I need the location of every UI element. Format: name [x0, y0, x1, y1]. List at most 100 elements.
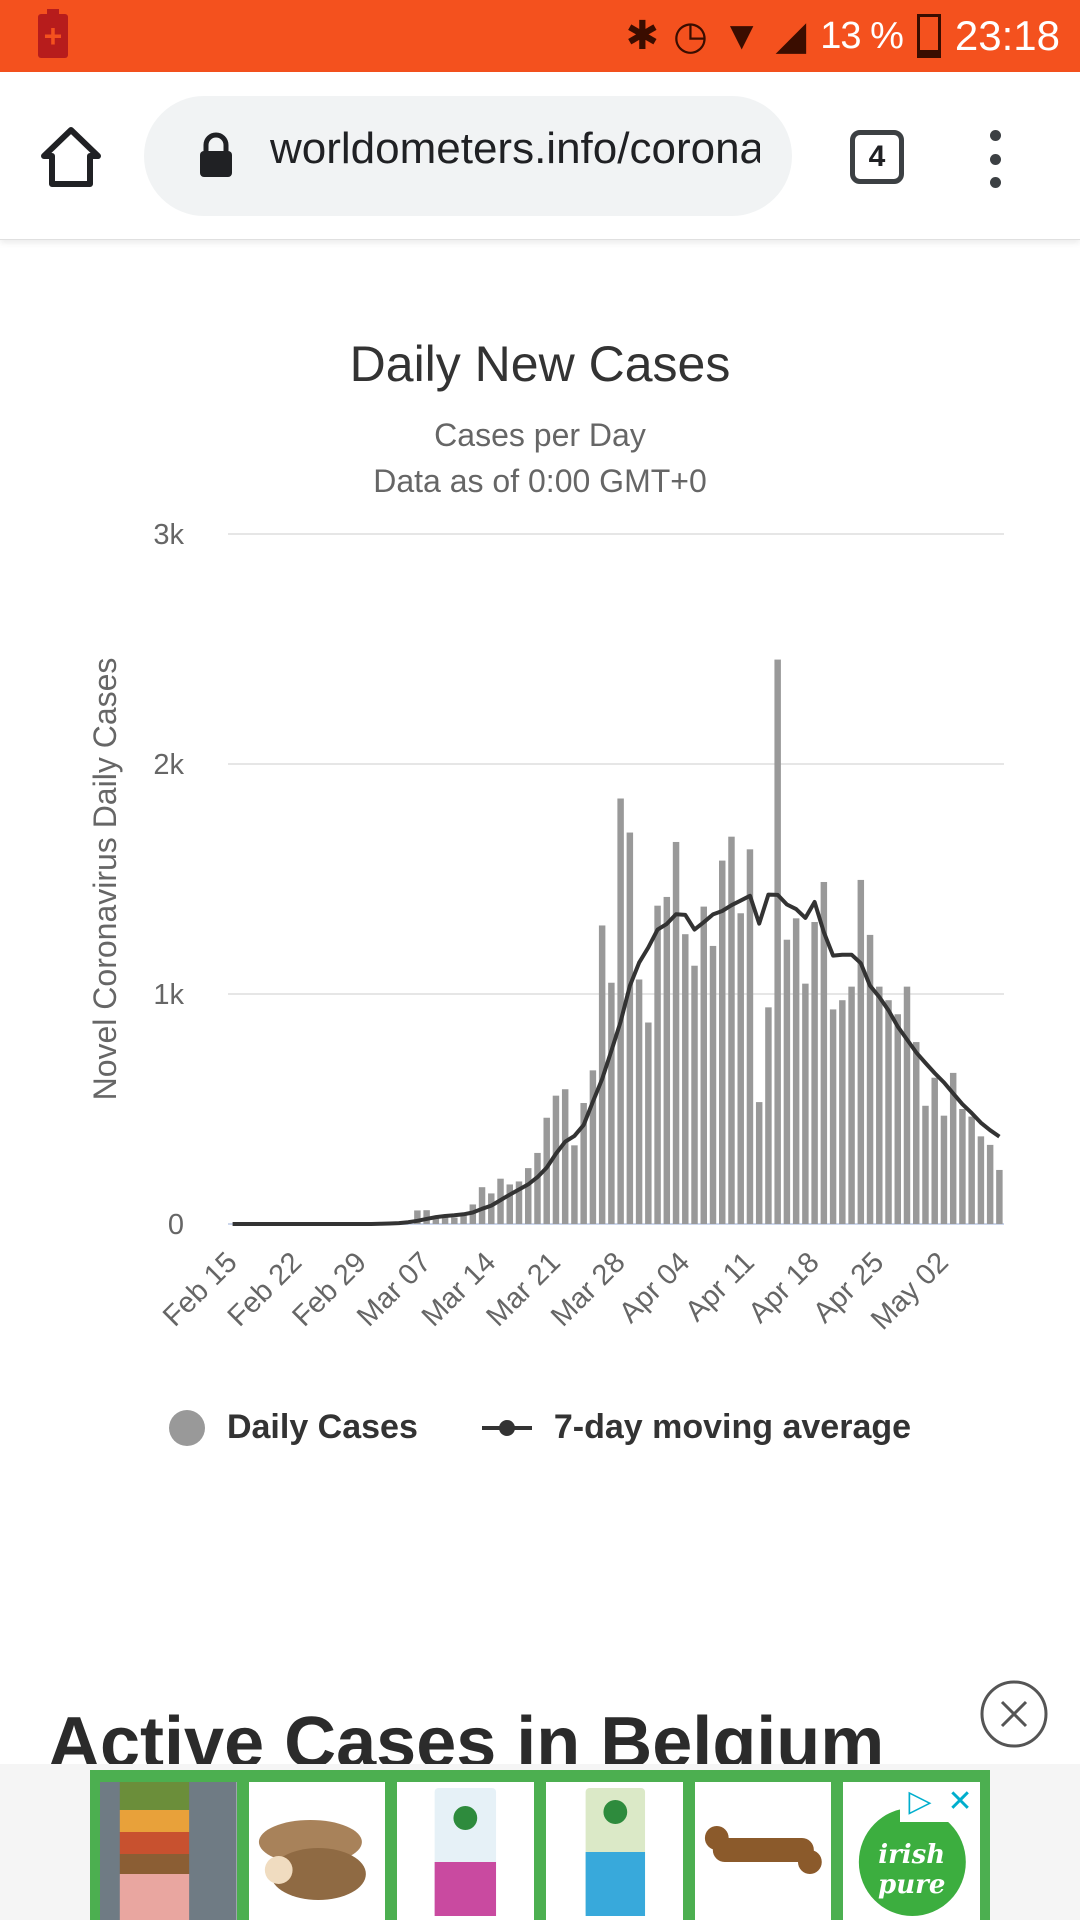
browser-toolbar: worldometers.info/coronavirus/country/be… — [0, 72, 1080, 240]
tabs-icon[interactable]: 4 — [850, 130, 904, 184]
bar-daily-cases[interactable] — [571, 1145, 578, 1224]
bar-daily-cases[interactable] — [876, 986, 883, 1224]
battery-saver-icon: + — [38, 9, 68, 58]
bar-daily-cases[interactable] — [811, 922, 818, 1224]
bar-daily-cases[interactable] — [857, 879, 865, 1224]
status-icons: ✱ ◷ ▼ ◢ 13 % 23:18 — [625, 0, 1080, 72]
legend-moving-average[interactable]: 7-day moving average — [481, 1408, 911, 1447]
bar-daily-cases[interactable] — [617, 798, 624, 1225]
bluetooth-icon: ✱ — [625, 14, 659, 58]
bar-daily-cases[interactable] — [885, 1000, 892, 1224]
bar-daily-cases[interactable] — [839, 1000, 846, 1224]
ad-tile-brand[interactable]: irish pure ▷ ✕ — [843, 1782, 981, 1920]
more-vert-icon[interactable] — [980, 130, 1010, 188]
bar-daily-cases[interactable] — [552, 1095, 560, 1224]
chart-subtitle: Cases per Day Data as of 0:00 GMT+0 — [0, 412, 1080, 504]
bar-daily-cases[interactable] — [913, 1042, 920, 1224]
bar-daily-cases[interactable] — [626, 832, 634, 1224]
bar-daily-cases[interactable] — [525, 1168, 532, 1224]
bar-daily-cases[interactable] — [922, 1105, 929, 1224]
ad-tile-food[interactable] — [100, 1782, 237, 1920]
bar-daily-cases[interactable] — [820, 881, 828, 1224]
bar-daily-cases[interactable] — [608, 982, 615, 1224]
lock-icon — [198, 132, 234, 178]
chart-subtitle-line: Cases per Day — [434, 417, 646, 453]
x-tick-label: Apr 18 — [743, 1246, 826, 1329]
ad-banner[interactable]: irish pure ▷ ✕ — [0, 1764, 1080, 1920]
home-icon[interactable] — [38, 124, 104, 190]
bar-daily-cases[interactable] — [709, 945, 717, 1224]
ad-frame[interactable]: irish pure ▷ ✕ — [90, 1770, 990, 1920]
bar-daily-cases[interactable] — [460, 1213, 467, 1224]
bar-daily-cases[interactable] — [866, 934, 874, 1224]
bar-daily-cases[interactable] — [580, 1103, 587, 1224]
bar-daily-cases[interactable] — [488, 1193, 495, 1224]
bar-daily-cases[interactable] — [829, 1009, 837, 1224]
url-text[interactable]: worldometers.info/coronavirus/country/be… — [270, 124, 760, 173]
bar-daily-cases[interactable] — [996, 1169, 1003, 1224]
address-bar[interactable]: worldometers.info/coronavirus/country/be… — [144, 96, 792, 216]
bar-daily-cases[interactable] — [959, 1109, 966, 1224]
bar-daily-cases[interactable] — [903, 986, 911, 1224]
bar-daily-cases[interactable] — [719, 860, 726, 1224]
legend-moving-average-marker — [481, 1419, 532, 1436]
y-tick-label: 1k — [153, 979, 184, 1011]
bar-daily-cases[interactable] — [451, 1217, 458, 1224]
bar-daily-cases[interactable] — [506, 1184, 513, 1224]
bar-daily-cases[interactable] — [414, 1210, 421, 1224]
adchoices-icon[interactable]: ▷ — [908, 1785, 932, 1818]
bar-daily-cases[interactable] — [589, 1070, 597, 1224]
chart-subtitle-line: Data as of 0:00 GMT+0 — [373, 463, 707, 499]
bar-daily-cases[interactable] — [737, 913, 744, 1224]
bar-daily-cases[interactable] — [746, 849, 754, 1224]
tab-count: 4 — [868, 140, 886, 173]
bar-daily-cases[interactable] — [561, 1089, 569, 1224]
bar-daily-cases[interactable] — [977, 1136, 985, 1224]
close-circle-icon[interactable] — [966, 1666, 1062, 1762]
bar-daily-cases[interactable] — [654, 905, 661, 1224]
bar-daily-cases[interactable] — [645, 1022, 652, 1224]
bar-daily-cases[interactable] — [534, 1152, 541, 1224]
bar-daily-cases[interactable] — [755, 1102, 763, 1224]
legend-daily-cases[interactable]: Daily Cases — [168, 1408, 418, 1447]
bar-daily-cases[interactable] — [682, 934, 689, 1224]
bar-daily-cases[interactable] — [515, 1181, 523, 1224]
bar-daily-cases[interactable] — [848, 986, 855, 1224]
status-bar: + ✱ ◷ ▼ ◢ 13 % 23:18 — [0, 0, 1080, 72]
ad-close-icon[interactable]: ✕ — [947, 1785, 973, 1818]
ad-tile-bone[interactable] — [248, 1782, 386, 1920]
ad-choices[interactable]: ▷ ✕ — [900, 1782, 981, 1822]
legend-daily-cases-label: Daily Cases — [226, 1408, 418, 1446]
bar-daily-cases[interactable] — [478, 1187, 486, 1224]
x-tick-label: Apr 11 — [679, 1246, 761, 1328]
bar-daily-cases[interactable] — [432, 1216, 440, 1224]
bar-daily-cases[interactable] — [765, 1007, 772, 1224]
bar-daily-cases[interactable] — [441, 1215, 449, 1224]
bar-daily-cases[interactable] — [894, 1014, 901, 1224]
bar-daily-cases[interactable] — [940, 1115, 948, 1224]
bar-daily-cases[interactable] — [700, 906, 707, 1224]
bar-daily-cases[interactable] — [774, 659, 781, 1224]
bar-daily-cases[interactable] — [691, 965, 698, 1224]
bar-daily-cases[interactable] — [968, 1116, 975, 1224]
bar-daily-cases[interactable] — [728, 836, 735, 1224]
bar-daily-cases[interactable] — [986, 1144, 994, 1224]
clock: 23:18 — [954, 12, 1060, 59]
bar-daily-cases[interactable] — [672, 841, 680, 1224]
bar-daily-cases[interactable] — [802, 983, 809, 1224]
ad-tile-chew[interactable] — [694, 1782, 832, 1920]
y-axis-label: Novel Coronavirus Daily Cases — [87, 658, 123, 1101]
battery-icon — [916, 14, 941, 58]
bar-daily-cases[interactable] — [949, 1072, 957, 1224]
chart-legend: Daily Cases 7-day moving average — [0, 1408, 1080, 1447]
bar-daily-cases[interactable] — [931, 1077, 938, 1224]
chart-title: Daily New Cases — [349, 336, 731, 392]
bar-daily-cases[interactable] — [543, 1117, 550, 1224]
bar-daily-cases[interactable] — [663, 896, 671, 1224]
ad-tile-bag-pink[interactable] — [397, 1782, 535, 1920]
line-moving-average[interactable] — [232, 892, 1001, 1226]
bar-daily-cases[interactable] — [783, 939, 791, 1224]
bar-daily-cases[interactable] — [792, 918, 800, 1224]
ad-tile-bag-blue[interactable] — [546, 1782, 683, 1920]
bar-daily-cases[interactable] — [635, 979, 643, 1224]
